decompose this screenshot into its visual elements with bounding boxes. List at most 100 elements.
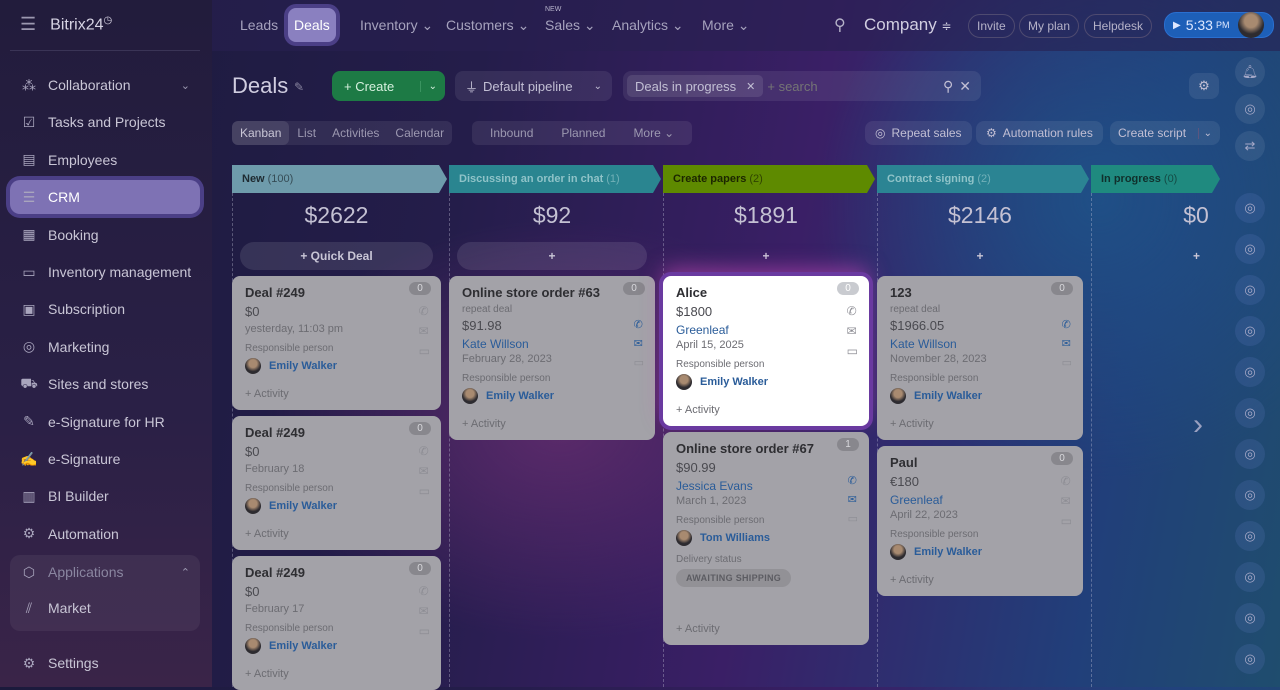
sidebar-item-crm[interactable]: ☰ CRM: [10, 180, 200, 215]
add-deal-button[interactable]: +: [976, 249, 984, 263]
stage-header[interactable]: Create papers (2): [663, 165, 875, 193]
logo[interactable]: ☰ Bitrix24◷: [20, 14, 112, 35]
app-shortcut-icon[interactable]: ◎: [1235, 316, 1265, 346]
nav-deals[interactable]: Deals: [288, 8, 336, 42]
sidebar-item-booking[interactable]: ▦ Booking: [10, 218, 200, 252]
chevron-down-icon[interactable]: ⌄: [180, 79, 190, 92]
sidebar-item-settings[interactable]: ⚙ Settings: [10, 646, 200, 680]
chat-icon[interactable]: ▭: [847, 513, 858, 525]
nav-inventory[interactable]: Inventory ⌄: [354, 8, 439, 42]
chevron-down-icon[interactable]: ⌄: [1197, 127, 1212, 139]
repeat-sales-button[interactable]: ◎ Repeat sales: [865, 121, 972, 145]
quick-deal-button[interactable]: + Quick Deal: [240, 242, 433, 270]
deal-title[interactable]: Online store order #67: [676, 441, 814, 456]
client-link[interactable]: Jessica Evans: [676, 479, 753, 493]
add-activity-button[interactable]: + Activity: [462, 418, 506, 430]
mail-icon[interactable]: ✉: [1060, 494, 1071, 508]
user-avatar[interactable]: [1238, 12, 1264, 38]
add-deal-button[interactable]: +: [457, 242, 647, 270]
sidebar-item-subscription[interactable]: ▣ Subscription: [10, 292, 200, 326]
app-shortcut-icon[interactable]: ◎: [1235, 357, 1265, 387]
pin-icon[interactable]: ✎: [294, 80, 305, 94]
create-script-button[interactable]: Create script ⌄: [1110, 121, 1220, 145]
responsible-person[interactable]: Emily Walker: [245, 638, 429, 654]
nav-customers[interactable]: Customers ⌄: [440, 8, 535, 42]
deal-card[interactable]: 1 ✆ ✉ ▭ Online store order #67 $90.99 Jess…: [663, 432, 869, 645]
responsible-person[interactable]: Emily Walker: [890, 388, 1071, 404]
deal-card[interactable]: 0 ✆ ✉ ▭ Deal #249 $0 yesterday, 11:03 pm R…: [232, 276, 441, 410]
app-shortcut-icon[interactable]: ◎: [1235, 644, 1265, 674]
responsible-person[interactable]: Emily Walker: [890, 544, 1071, 560]
app-shortcut-icon[interactable]: ◎: [1235, 398, 1265, 428]
deal-title[interactable]: Paul: [890, 455, 918, 470]
filter-2[interactable]: More ⌄: [633, 126, 675, 140]
sidebar-item-e-signature[interactable]: ✍ e-Signature: [10, 442, 200, 476]
view-tab-list[interactable]: List: [297, 126, 317, 140]
client-link[interactable]: Kate Willson: [890, 337, 957, 351]
add-activity-button[interactable]: + Activity: [245, 388, 289, 400]
responsible-person[interactable]: Tom Williams: [676, 530, 857, 546]
sidebar-item-marketing[interactable]: ◎ Marketing: [10, 330, 200, 364]
automation-rules-button[interactable]: ⚙ Automation rules: [976, 121, 1103, 145]
mail-icon[interactable]: ✉: [418, 464, 429, 478]
clear-icon[interactable]: ✕: [959, 77, 971, 94]
search-input[interactable]: [767, 78, 918, 94]
mail-icon[interactable]: ✉: [846, 324, 857, 338]
deal-title[interactable]: Deal #249: [245, 425, 305, 440]
helpdesk-button[interactable]: Helpdesk: [1084, 14, 1153, 38]
deal-title[interactable]: Deal #249: [245, 285, 305, 300]
mail-icon[interactable]: ✉: [1061, 338, 1071, 350]
app-shortcut-icon[interactable]: ◎: [1235, 275, 1265, 305]
app-shortcut-icon[interactable]: ◎: [1235, 603, 1265, 633]
deal-card[interactable]: 0 ✆ ✉ ▭ Deal #249 $0 February 17 Responsib…: [232, 556, 441, 690]
sidebar-item-bi-builder[interactable]: ▥ BI Builder: [10, 479, 200, 513]
phone-icon[interactable]: ✆: [418, 444, 429, 458]
nav-leads[interactable]: Leads: [234, 8, 284, 42]
sidebar-item-market[interactable]: ⫽ Market: [10, 591, 200, 625]
responsible-person[interactable]: Emily Walker: [676, 374, 857, 390]
responsible-person[interactable]: Emily Walker: [245, 498, 429, 514]
company-link[interactable]: Company ≑: [864, 15, 952, 35]
stage-header[interactable]: Discussing an order in chat (1): [449, 165, 661, 193]
app-shortcut-icon[interactable]: ◎: [1235, 234, 1265, 264]
menu-icon[interactable]: ☰: [20, 14, 37, 34]
chat-icon[interactable]: ▭: [418, 484, 430, 498]
phone-icon[interactable]: ✆: [1060, 474, 1071, 488]
filter-0[interactable]: Inbound: [490, 126, 534, 140]
search-icon[interactable]: ⚲: [943, 77, 954, 94]
deal-title[interactable]: Alice: [676, 285, 708, 300]
add-activity-button[interactable]: + Activity: [676, 404, 720, 416]
phone-icon[interactable]: ✆: [418, 584, 429, 598]
app-shortcut-icon[interactable]: ◎: [1235, 439, 1265, 469]
deal-title[interactable]: 123: [890, 285, 912, 300]
chevron-down-icon[interactable]: ⌄: [419, 80, 445, 92]
search-icon[interactable]: ⚲: [834, 17, 846, 34]
client-link[interactable]: Greenleaf: [676, 323, 729, 337]
phone-icon[interactable]: ✆: [1061, 319, 1071, 331]
app-shortcut-icon[interactable]: ◎: [1235, 480, 1265, 510]
app-shortcut-icon[interactable]: ◎: [1235, 521, 1265, 551]
deal-card[interactable]: 0 ✆ ✉ ▭ Deal #249 $0 February 18 Responsib…: [232, 416, 441, 550]
client-link[interactable]: Greenleaf: [890, 493, 943, 507]
nav-more[interactable]: More ⌄: [696, 8, 756, 42]
deal-card[interactable]: 0 ✆ ✉ ▭ 123 repeat deal $1966.05 Kate Will…: [877, 276, 1083, 440]
sidebar-item-e-signature-for-hr[interactable]: ✎ e-Signature for HR: [10, 405, 200, 439]
sidebar-item-employees[interactable]: ▤ Employees: [10, 143, 200, 177]
add-activity-button[interactable]: + Activity: [245, 668, 289, 680]
view-tab-calendar[interactable]: Calendar: [395, 126, 445, 140]
app-shortcut-icon[interactable]: ◎: [1235, 193, 1265, 223]
add-activity-button[interactable]: + Activity: [890, 574, 934, 586]
chat-icon[interactable]: ▭: [1061, 357, 1072, 369]
sidebar-item-tasks-and-projects[interactable]: ☑ Tasks and Projects: [10, 105, 200, 139]
app-shortcut-icon[interactable]: ◎: [1235, 562, 1265, 592]
add-activity-button[interactable]: + Activity: [245, 528, 289, 540]
my-plan-button[interactable]: My plan: [1019, 14, 1080, 38]
add-activity-button[interactable]: + Activity: [676, 623, 720, 635]
close-icon[interactable]: ✕: [746, 80, 756, 93]
stage-header[interactable]: Contract signing (2): [877, 165, 1089, 193]
stage-header[interactable]: New (100): [232, 165, 447, 193]
add-deal-button[interactable]: +: [762, 249, 770, 263]
scroll-right-arrow[interactable]: ›: [1193, 408, 1203, 441]
add-activity-button[interactable]: + Activity: [890, 418, 934, 430]
responsible-person[interactable]: Emily Walker: [462, 388, 643, 404]
